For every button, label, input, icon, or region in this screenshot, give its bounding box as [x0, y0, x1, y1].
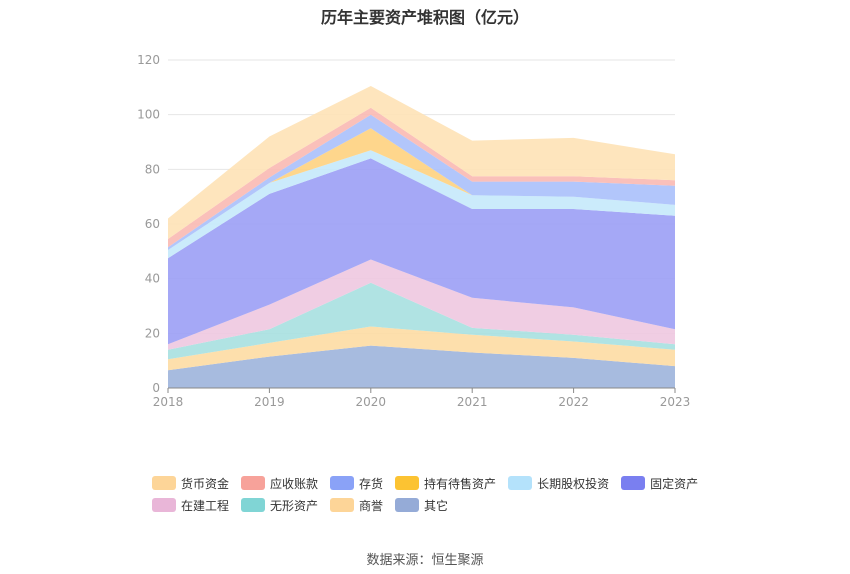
legend-label: 固定资产 [650, 476, 699, 491]
y-tick-label: 100 [137, 108, 160, 122]
legend-label: 持有待售资产 [424, 476, 497, 491]
area-series-2 [168, 282, 675, 360]
legend-label: 长期股权投资 [537, 476, 610, 491]
area-series-1 [168, 326, 675, 371]
legend-item[interactable]: 在建工程 [152, 497, 229, 514]
legend-swatch [241, 498, 266, 512]
legend-item[interactable]: 存货 [330, 475, 383, 492]
legend-label: 在建工程 [181, 498, 230, 513]
x-tick-label: 2019 [254, 395, 285, 409]
legend-label: 应收账款 [270, 476, 319, 491]
legend-swatch [395, 476, 420, 490]
legend-label: 其它 [424, 498, 449, 513]
x-tick-label: 2023 [660, 395, 691, 409]
legend-item[interactable]: 长期股权投资 [508, 475, 609, 492]
legend-swatch [152, 476, 176, 490]
area-series-8 [168, 107, 675, 248]
legend-swatch [621, 476, 646, 490]
legend-swatch [330, 476, 355, 490]
legend-item[interactable]: 无形资产 [241, 497, 318, 514]
y-tick-label: 80 [145, 162, 160, 176]
legend-label: 存货 [359, 476, 384, 491]
legend-label: 货币资金 [181, 476, 230, 491]
y-tick-label: 0 [152, 381, 160, 395]
data-source-note: 数据来源：恒生聚源 [366, 553, 484, 568]
legend-item[interactable]: 货币资金 [152, 475, 229, 492]
y-tick-label: 20 [145, 326, 160, 340]
x-tick-label: 2018 [153, 395, 184, 409]
legend-swatch [508, 476, 533, 490]
x-tick-label: 2022 [558, 395, 589, 409]
x-tick-label: 2021 [457, 395, 488, 409]
area-series-7 [168, 114, 675, 250]
area-series-5 [168, 150, 675, 259]
legend-label: 无形资产 [270, 498, 319, 513]
area-series-9 [168, 86, 675, 239]
legend-item[interactable]: 持有待售资产 [395, 475, 496, 492]
area-series-0 [168, 345, 675, 388]
legend-row: 货币资金 应收账款 存货 持有待售资产 长期股权投资 固定资产 [152, 472, 712, 494]
stacked-area-chart: 0 20 40 60 80 100 120 2018 2019 2020 2021 2022 2023 [137, 53, 690, 409]
y-tick-label: 40 [145, 272, 160, 286]
area-series-group [168, 86, 675, 388]
y-tick-label: 60 [145, 217, 160, 231]
legend-item[interactable]: 应收账款 [241, 475, 318, 492]
x-tick-label: 2020 [356, 395, 387, 409]
area-series-4 [168, 158, 675, 345]
legend-item[interactable]: 其它 [395, 497, 448, 514]
legend-swatch [152, 498, 176, 512]
legend-label: 商誉 [359, 498, 384, 513]
legend-swatch [395, 498, 420, 512]
legend-item[interactable]: 商誉 [330, 497, 383, 514]
area-series-3 [168, 259, 675, 350]
legend-swatch [241, 476, 266, 490]
chart-title: 历年主要资产堆积图（亿元） [320, 8, 529, 27]
y-tick-label: 120 [137, 53, 160, 67]
axes: 0 20 40 60 80 100 120 2018 2019 2020 2021 2022 2023 [137, 53, 690, 409]
legend-swatch [330, 498, 355, 512]
legend-item[interactable]: 固定资产 [621, 475, 698, 492]
legend-row: 在建工程 无形资产 商誉 其它 [152, 494, 712, 516]
legend: 货币资金 应收账款 存货 持有待售资产 长期股权投资 固定资产在建工程 无形资产 商誉 其它 [152, 472, 712, 516]
